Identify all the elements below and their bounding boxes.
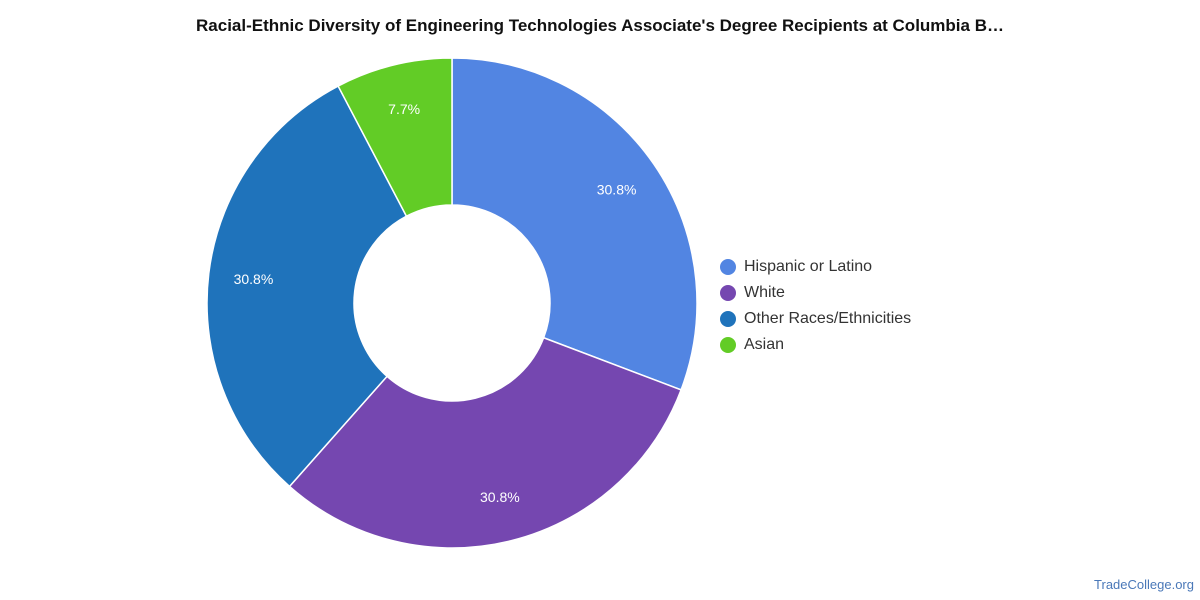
source-watermark[interactable]: TradeCollege.org xyxy=(1094,577,1194,592)
slice-white[interactable] xyxy=(288,336,683,549)
slice-value-label: 30.8% xyxy=(234,271,274,287)
legend-label: Hispanic or Latino xyxy=(744,258,873,275)
legend-swatch xyxy=(720,311,736,327)
legend-swatch xyxy=(720,259,736,275)
chart-title: Racial-Ethnic Diversity of Engineering T… xyxy=(196,16,1004,35)
legend-label: White xyxy=(744,284,785,301)
legend-item[interactable]: White xyxy=(720,280,911,306)
slice-asian[interactable] xyxy=(337,57,453,218)
slice-other-races-ethnicities[interactable] xyxy=(206,85,408,488)
legend-item[interactable]: Other Races/Ethnicities xyxy=(720,306,911,332)
legend-swatch xyxy=(720,337,736,353)
slice-value-label: 30.8% xyxy=(480,489,520,505)
legend-swatch xyxy=(720,285,736,301)
slice-hispanic-or-latino[interactable] xyxy=(451,57,698,391)
legend-label: Asian xyxy=(744,336,785,353)
legend-label: Other Races/Ethnicities xyxy=(744,310,912,327)
slice-value-label: 30.8% xyxy=(597,181,637,197)
legend-item[interactable]: Asian xyxy=(720,332,911,358)
legend-item[interactable]: Hispanic or Latino xyxy=(720,254,911,280)
chart-legend: Hispanic or Latino White Other Races/Ethni… xyxy=(720,254,911,358)
slice-value-label: 7.7% xyxy=(388,101,420,117)
